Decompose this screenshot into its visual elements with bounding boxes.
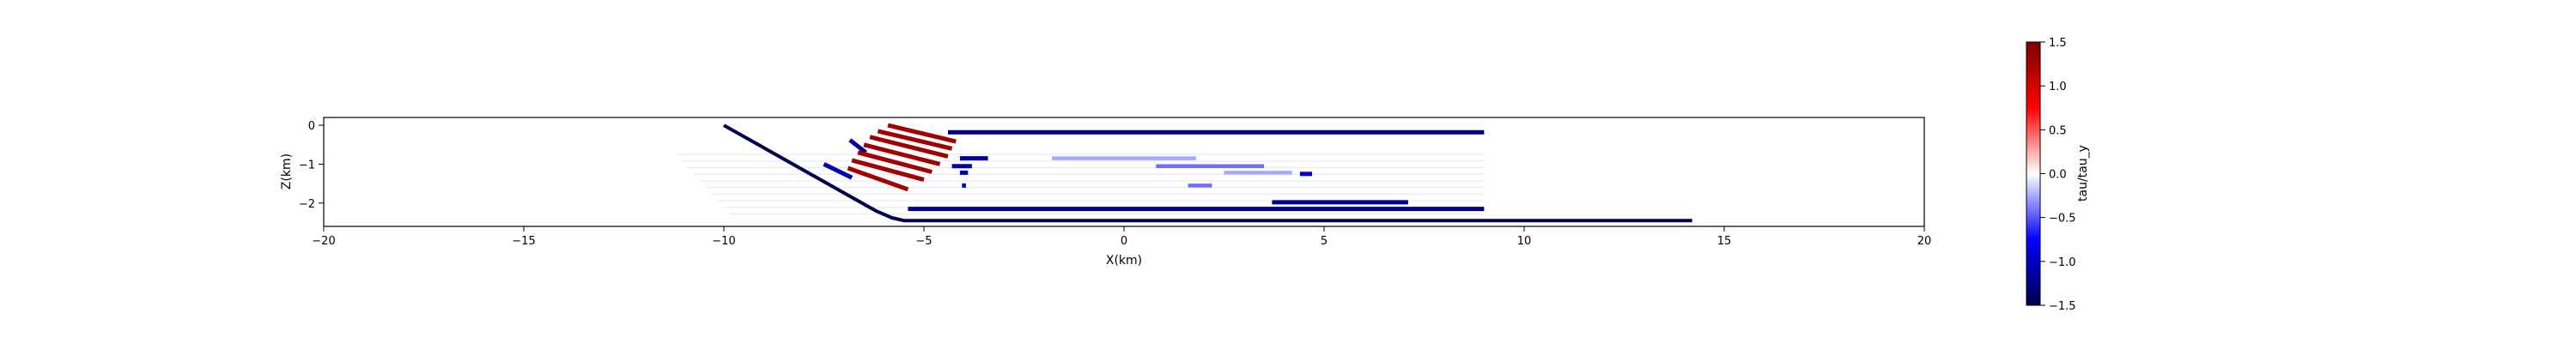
x-axis-ticks: −20 −15 −10 −5 0 5 10 15 20 [312,226,1931,248]
fault-segment [823,162,854,180]
fault-segment [887,123,957,144]
colorbar-tick-label: 1.0 [2049,81,2067,93]
colorbar-tick-label: −0.5 [2049,213,2076,226]
fault-segment [857,150,933,174]
colorbar-tick-label: −1.0 [2049,256,2076,269]
colorbar-tick-label: 0.0 [2049,169,2067,182]
fault-lines [723,123,1692,223]
colorbar: 1.5 1.0 0.5 0.0 −0.5 −1.0 −1.5 tau/tau_y [2026,37,2090,313]
colorbar-tick-label: 0.5 [2049,124,2067,137]
fault-segment [863,142,941,166]
fault-segment [723,123,1692,223]
x-tick-label: −10 [712,235,735,248]
y-tick-label: −1 [299,159,315,172]
x-tick-label: 0 [1121,235,1127,248]
fault-segment [869,135,949,159]
y-tick-label: 0 [308,120,315,133]
x-tick-label: 15 [1717,235,1732,248]
x-tick-label: −15 [512,235,535,248]
x-tick-label: 10 [1517,235,1532,248]
colorbar-label: tau/tau_y [2076,145,2090,202]
colorbar-tick-label: 1.5 [2049,37,2067,50]
colorbar-tick-label: −1.5 [2049,300,2076,313]
x-axis-label: X(km) [1106,254,1142,268]
x-tick-label: −5 [915,235,932,248]
x-tick-label: −20 [312,235,335,248]
x-tick-label: 20 [1917,235,1932,248]
y-axis-ticks: 0 −1 −2 [299,120,324,211]
x-tick-label: 5 [1321,235,1327,248]
faint-fault-lines [676,153,1485,215]
y-axis-label: Z(km) [280,153,294,190]
colorbar-ticks: 1.5 1.0 0.5 0.0 −0.5 −1.0 −1.5 [2040,37,2076,313]
fault-segment [851,158,925,183]
fault-segment [847,165,909,192]
y-tick-label: −2 [299,198,315,211]
plot-area: −20 −15 −10 −5 0 5 10 15 20 0 −1 −2 X(km) Z(km) [280,117,1931,268]
fault-segment [877,129,953,151]
fault-segment [848,138,867,154]
colorbar-gradient [2026,41,2041,306]
